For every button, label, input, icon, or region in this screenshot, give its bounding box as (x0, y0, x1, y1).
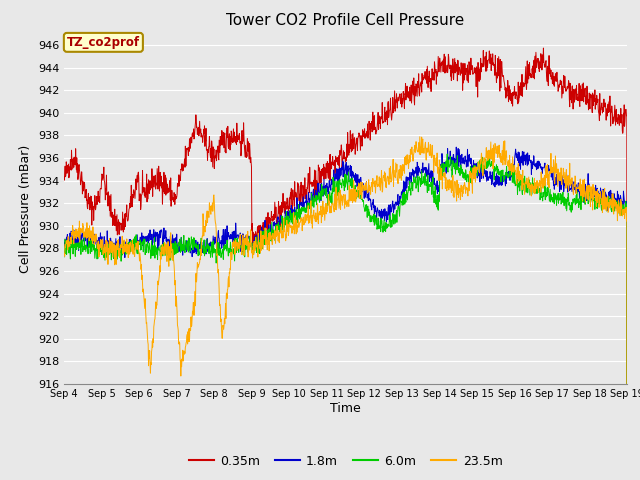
X-axis label: Time: Time (330, 402, 361, 415)
Legend: 0.35m, 1.8m, 6.0m, 23.5m: 0.35m, 1.8m, 6.0m, 23.5m (184, 450, 508, 473)
Title: Tower CO2 Profile Cell Pressure: Tower CO2 Profile Cell Pressure (227, 13, 465, 28)
Y-axis label: Cell Pressure (mBar): Cell Pressure (mBar) (19, 144, 32, 273)
Text: TZ_co2prof: TZ_co2prof (67, 36, 140, 49)
